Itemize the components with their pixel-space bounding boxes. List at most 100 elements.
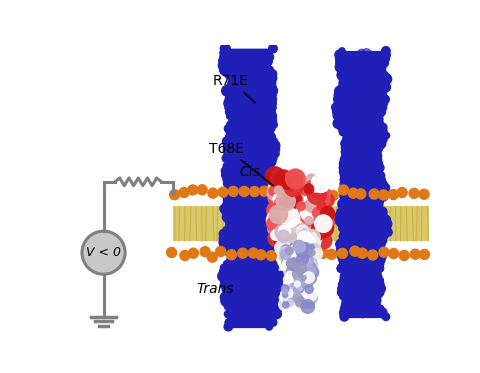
Circle shape [279,198,288,206]
Circle shape [267,112,276,120]
Circle shape [243,93,250,100]
Circle shape [281,285,289,292]
Circle shape [290,233,297,239]
Circle shape [378,123,387,132]
Circle shape [371,150,382,161]
Circle shape [292,236,306,251]
Circle shape [363,273,368,277]
Circle shape [273,151,279,157]
Circle shape [287,230,302,246]
Circle shape [278,225,291,237]
Circle shape [222,209,231,217]
Circle shape [320,216,335,231]
Circle shape [299,254,310,266]
Circle shape [316,175,326,185]
Circle shape [200,247,210,257]
Circle shape [365,119,371,125]
Circle shape [226,221,235,230]
Circle shape [270,225,289,245]
Circle shape [268,82,276,91]
Circle shape [286,247,291,253]
Circle shape [271,212,281,222]
Circle shape [335,86,345,96]
Circle shape [348,188,359,198]
Circle shape [266,50,272,56]
Circle shape [303,253,311,261]
Circle shape [303,288,317,301]
Circle shape [353,159,362,169]
Circle shape [225,94,235,104]
Circle shape [303,233,311,240]
Circle shape [309,237,321,249]
Circle shape [287,294,294,300]
Circle shape [362,210,368,216]
Circle shape [268,189,285,207]
Circle shape [377,120,384,127]
Circle shape [255,210,263,217]
Circle shape [305,217,312,225]
Circle shape [220,264,228,271]
Circle shape [293,184,310,201]
Circle shape [303,212,314,223]
Circle shape [380,181,387,187]
Circle shape [321,215,333,227]
Circle shape [282,207,294,218]
Circle shape [314,215,332,232]
Circle shape [244,262,249,268]
Circle shape [223,175,231,183]
Circle shape [301,192,309,200]
Circle shape [309,180,328,200]
Circle shape [298,242,312,256]
Circle shape [303,194,320,210]
Circle shape [380,136,387,143]
Circle shape [292,226,301,236]
Circle shape [302,228,309,233]
Circle shape [335,212,344,220]
Circle shape [291,244,297,249]
Circle shape [268,70,276,78]
Circle shape [304,231,313,240]
Circle shape [339,127,348,136]
Circle shape [253,246,264,256]
Circle shape [306,246,312,251]
Circle shape [282,225,294,236]
Circle shape [288,173,299,184]
Circle shape [280,209,300,228]
Circle shape [377,207,387,217]
Circle shape [284,171,301,188]
Circle shape [285,209,300,223]
Circle shape [294,249,305,259]
Circle shape [381,88,387,94]
Circle shape [286,182,300,197]
Circle shape [358,255,366,263]
Circle shape [319,231,331,243]
Circle shape [246,69,255,79]
Circle shape [233,301,239,307]
Circle shape [271,261,277,266]
Circle shape [359,107,365,114]
Circle shape [280,208,296,224]
Circle shape [270,297,279,306]
Circle shape [273,280,282,289]
Circle shape [229,252,237,258]
Circle shape [360,192,366,197]
Circle shape [316,178,327,189]
Circle shape [301,275,306,280]
Circle shape [269,288,279,298]
Circle shape [312,177,324,189]
Circle shape [257,319,263,325]
Circle shape [232,210,242,220]
Circle shape [284,266,296,278]
Circle shape [256,293,267,303]
Circle shape [256,82,263,90]
Circle shape [250,107,255,112]
Circle shape [223,192,230,200]
Circle shape [271,206,277,212]
Circle shape [352,196,360,205]
Circle shape [348,126,359,137]
Circle shape [224,142,229,148]
Circle shape [294,278,304,288]
Circle shape [378,249,384,256]
Circle shape [291,245,305,259]
Circle shape [305,218,323,235]
